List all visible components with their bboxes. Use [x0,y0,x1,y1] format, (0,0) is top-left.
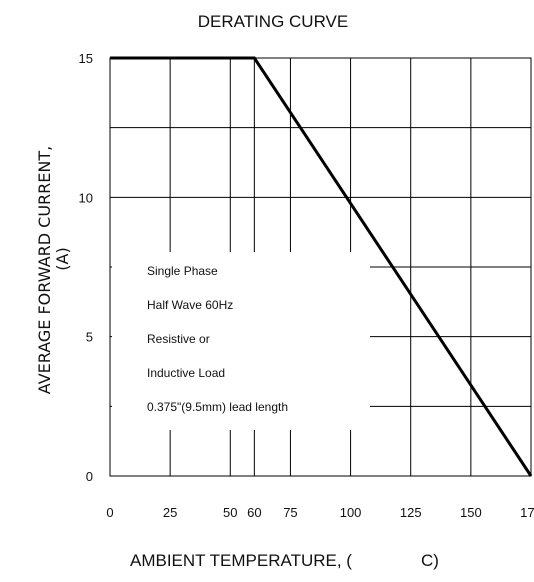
annotation-line-5: 0.375"(9.5mm) lead length [147,400,288,414]
x-tick-label-25: 25 [163,505,177,520]
annotation-line-2: Half Wave 60Hz [147,298,233,312]
x-tick-label-100: 100 [340,505,362,520]
tick-labels: 0 25 50 60 75 100 125 150 175 0 5 10 15 [79,51,534,520]
x-axis-label-unit: C) [421,551,439,570]
y-axis-label-line2: (A) [53,247,72,270]
annotation-box [112,252,370,430]
x-tick-label-0: 0 [106,505,113,520]
annotation-line-4: Inductive Load [147,366,225,380]
y-axis-label-line1: AVERAGE FORWARD CURRENT, [35,146,54,394]
chart-title: DERATING CURVE [198,12,349,31]
annotation: Single Phase Half Wave 60Hz Resistive or In… [147,264,288,414]
x-tick-label-50: 50 [223,505,237,520]
plot-frame [109,57,532,477]
x-tick-label-150: 150 [460,505,482,520]
x-tick-label-175: 175 [520,505,534,520]
x-tick-label-125: 125 [400,505,422,520]
y-tick-label-15: 15 [79,51,93,66]
y-tick-label-0: 0 [86,469,93,484]
series [110,56,533,477]
y-tick-label-5: 5 [86,330,93,345]
annotation-line-3: Resistive or [147,332,210,346]
x-tick-label-60: 60 [247,505,261,520]
y-tick-label-10: 10 [79,190,93,205]
derating-line [110,56,533,477]
x-tick-label-75: 75 [283,505,297,520]
annotation-line-1: Single Phase [147,264,218,278]
x-axis-label: AMBIENT TEMPERATURE, ( [130,551,352,570]
